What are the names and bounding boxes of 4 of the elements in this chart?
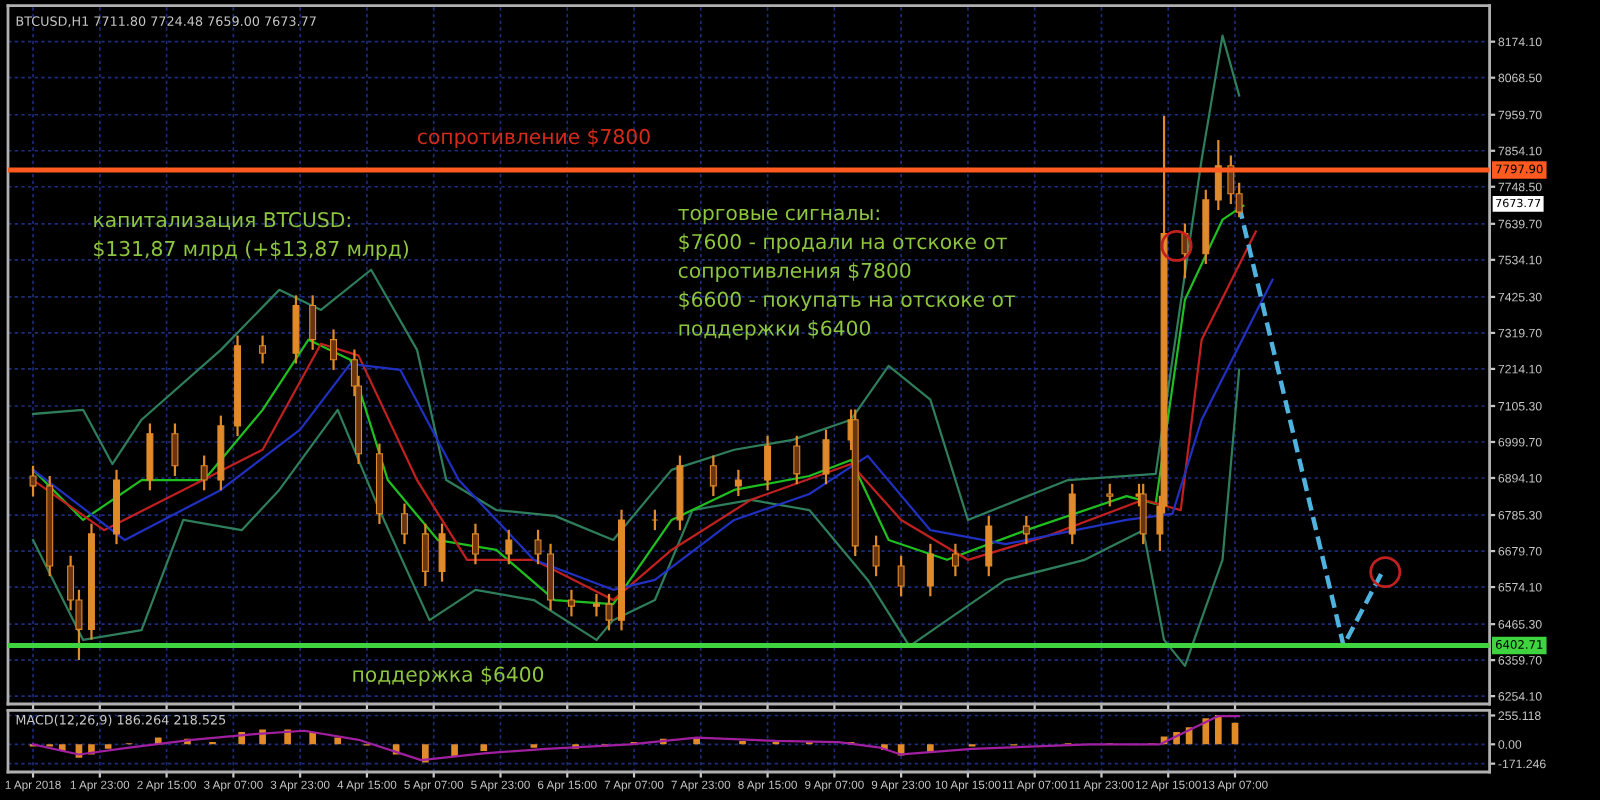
annotation: поддержка $6400 — [353, 666, 544, 686]
annotation: сопротивление $7800 — [417, 128, 650, 149]
annotation: капитализация BTCUSD: $131,87 млрд (+$13,87 млрд) — [94, 211, 408, 261]
annotation: торговые сигналы: $7600 - продали на отскоке от сопротивления $7800 $6600 - покупать на отскоке от поддержки $6400 — [678, 208, 1016, 340]
